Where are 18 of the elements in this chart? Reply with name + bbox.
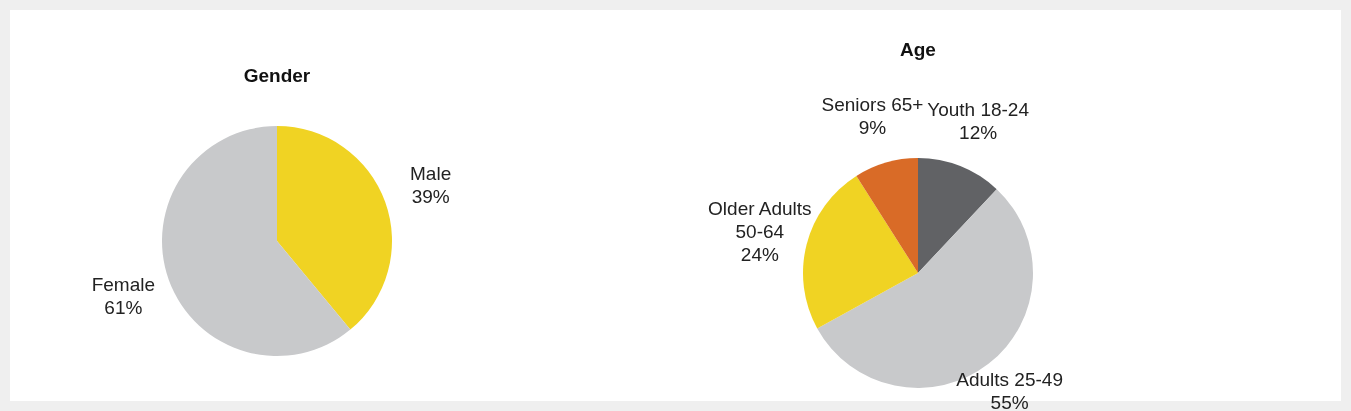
chart-title: Age	[900, 39, 936, 60]
pie-slice	[918, 158, 997, 273]
data-label: 55%	[990, 391, 1029, 411]
pie-slice	[856, 158, 918, 273]
chart-title: Gender	[243, 65, 311, 86]
pie-slice	[277, 126, 392, 330]
data-label: 12%	[959, 121, 998, 143]
slice-label: Adults 25-49	[956, 368, 1063, 390]
data-label: 9%	[858, 116, 887, 138]
slice-label: Older Adults 50-64	[708, 198, 812, 243]
slice-label: Female	[91, 273, 156, 295]
slice-label: Male	[410, 163, 452, 185]
data-label: 24%	[740, 244, 779, 266]
data-label: 39%	[411, 186, 450, 208]
data-label: 61%	[104, 296, 143, 318]
slice-label: Youth 18-24	[927, 98, 1030, 120]
slice-label: Seniors 65+	[821, 93, 924, 115]
pie-slice	[162, 126, 351, 356]
